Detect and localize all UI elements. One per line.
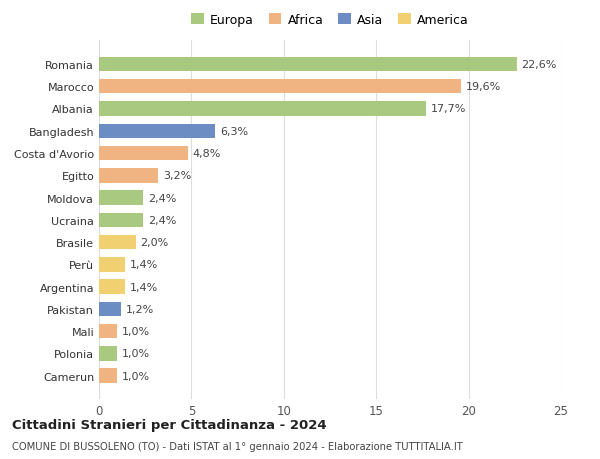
Bar xyxy=(99,57,517,72)
Bar xyxy=(99,324,118,339)
Bar xyxy=(99,235,136,250)
Text: 19,6%: 19,6% xyxy=(466,82,501,92)
Text: 17,7%: 17,7% xyxy=(431,104,466,114)
Bar xyxy=(99,80,461,94)
Bar xyxy=(99,102,426,117)
Text: 3,2%: 3,2% xyxy=(163,171,191,181)
Text: 2,4%: 2,4% xyxy=(148,193,176,203)
Text: 6,3%: 6,3% xyxy=(220,127,248,136)
Text: COMUNE DI BUSSOLENO (TO) - Dati ISTAT al 1° gennaio 2024 - Elaborazione TUTTITAL: COMUNE DI BUSSOLENO (TO) - Dati ISTAT al… xyxy=(12,441,463,451)
Text: 1,2%: 1,2% xyxy=(126,304,154,314)
Bar xyxy=(99,124,215,139)
Text: 2,4%: 2,4% xyxy=(148,215,176,225)
Bar xyxy=(99,257,125,272)
Bar xyxy=(99,347,118,361)
Text: 1,0%: 1,0% xyxy=(122,349,150,358)
Text: 2,0%: 2,0% xyxy=(140,238,169,247)
Text: 4,8%: 4,8% xyxy=(193,149,221,159)
Legend: Europa, Africa, Asia, America: Europa, Africa, Asia, America xyxy=(186,9,474,32)
Text: 1,0%: 1,0% xyxy=(122,371,150,381)
Bar xyxy=(99,213,143,228)
Bar xyxy=(99,146,188,161)
Bar xyxy=(99,302,121,316)
Text: Cittadini Stranieri per Cittadinanza - 2024: Cittadini Stranieri per Cittadinanza - 2… xyxy=(12,418,326,431)
Text: 22,6%: 22,6% xyxy=(521,60,557,70)
Text: 1,0%: 1,0% xyxy=(122,326,150,336)
Bar xyxy=(99,191,143,205)
Text: 1,4%: 1,4% xyxy=(130,282,158,292)
Bar xyxy=(99,280,125,294)
Bar xyxy=(99,168,158,183)
Bar xyxy=(99,369,118,383)
Text: 1,4%: 1,4% xyxy=(130,260,158,270)
